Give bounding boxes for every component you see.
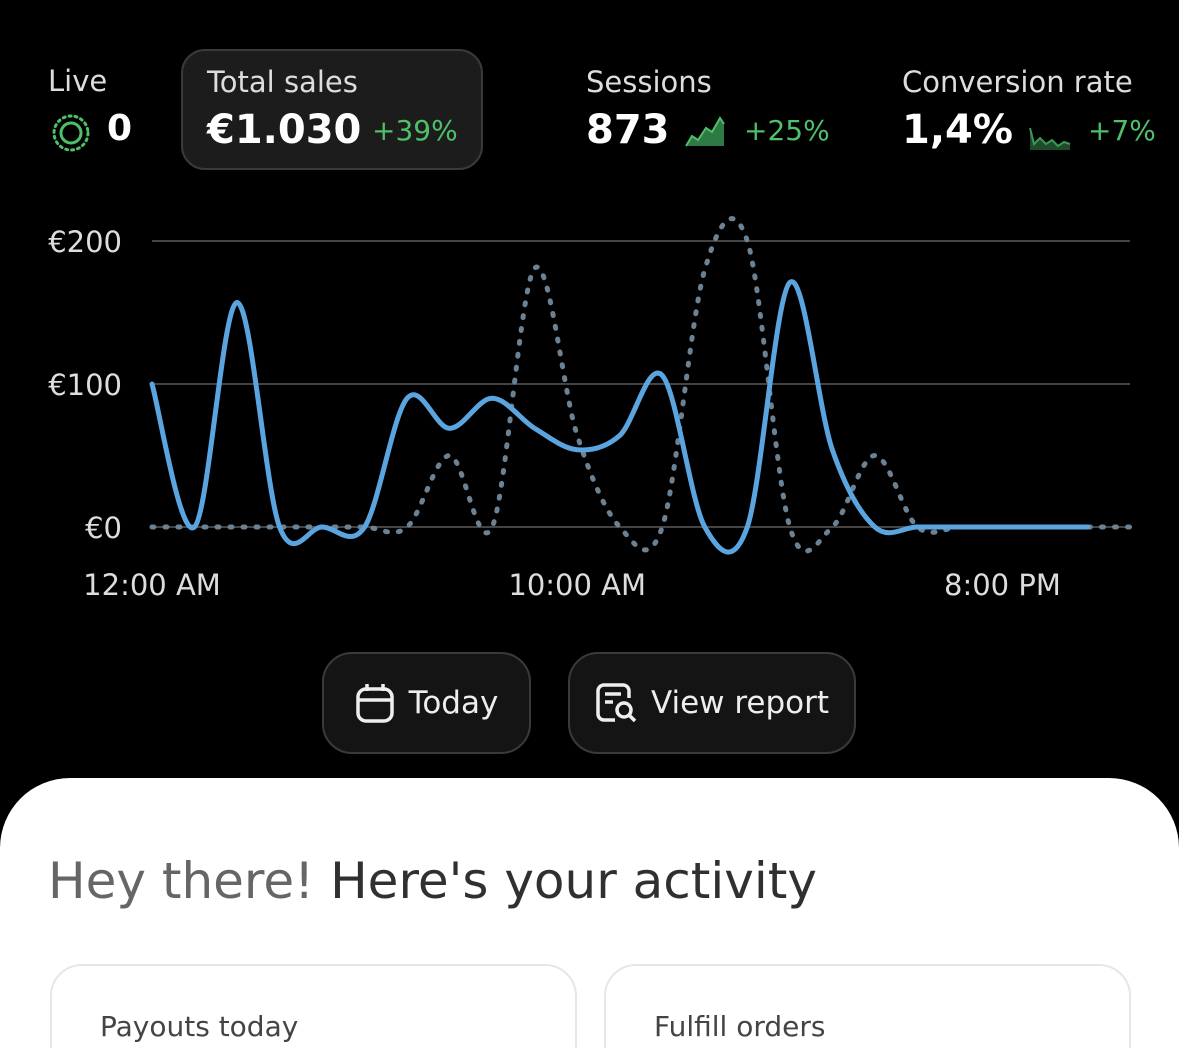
report-icon [596,683,637,723]
y-tick-label: €100 [48,368,122,402]
metric-change: +25% [744,114,830,147]
card[interactable]: Payouts today [50,964,577,1048]
metric-change: +39% [372,114,458,147]
x-tick-label: 8:00 PM [944,568,1061,602]
sparkline [685,116,725,147]
greeting: Hey there! Here's your activity [48,852,817,910]
line-series [149,279,1090,555]
line-series [149,216,1133,554]
button-label: Today [408,685,499,721]
card[interactable]: Fulfill orders [604,964,1131,1048]
metric-label: Conversion rate [902,65,1133,99]
live-icon [52,114,90,152]
today-button[interactable]: Today [322,652,531,754]
calendar-icon [355,684,394,723]
sales-chart: €0 €100 €200 12:00 AM 10:00 AM 8:00 PM [48,216,1133,602]
sparkline [1029,127,1071,150]
metric-card[interactable] [181,49,483,170]
metric-value: €1.030 [207,107,362,153]
x-tick-label: 10:00 AM [508,568,646,602]
card-title: Payouts today [100,1010,299,1043]
x-tick-label: 12:00 AM [83,568,221,602]
metric-label: Live [48,64,108,98]
greeting-text: Here's your activity [330,852,817,910]
y-tick-label: €200 [48,225,122,259]
metric-change: +7% [1088,114,1156,147]
metric-label: Sessions [586,65,712,99]
y-tick-label: €0 [85,511,122,545]
metric-value: 1,4% [902,107,1013,153]
metric-label: Total sales [207,65,358,99]
activity-panel [0,778,1179,1048]
view-report-button[interactable]: View report [568,652,856,754]
metric-value: 0 [107,108,133,149]
card-title: Fulfill orders [654,1010,826,1043]
metric-value: 873 [586,107,670,153]
button-label: View report [650,685,830,721]
greeting-muted: Hey there! [48,852,315,910]
